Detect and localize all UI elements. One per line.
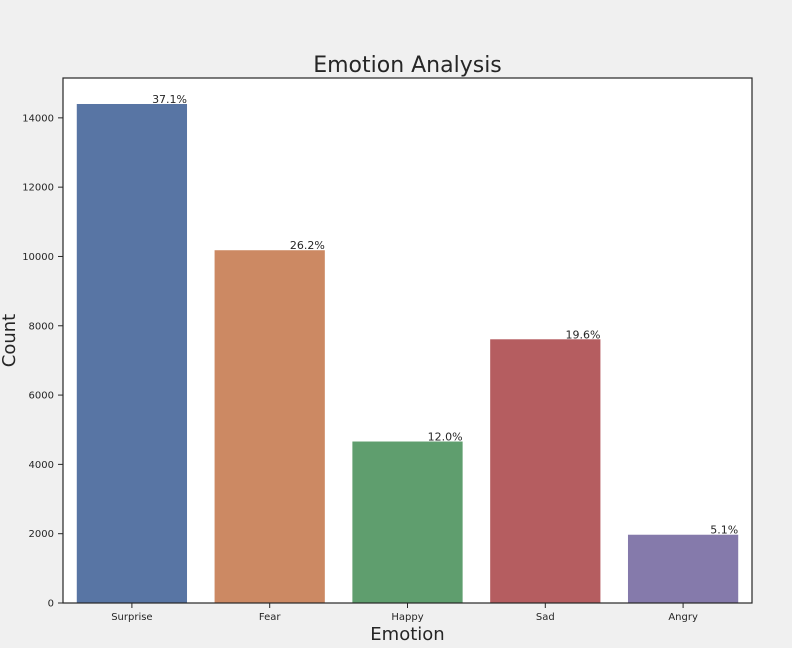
plot-frame <box>62 77 753 604</box>
bars-layer <box>76 103 739 603</box>
y-tick-label-4000: 4000 <box>29 460 54 471</box>
y-tick-label-10000: 10000 <box>22 252 54 263</box>
chart-title: Emotion Analysis <box>313 53 502 78</box>
percent-label-fear: 26.2% <box>290 239 325 252</box>
bar-fear <box>214 250 325 603</box>
x-tick-label-angry: Angry <box>668 612 698 623</box>
y-axis-label: Count <box>0 314 20 367</box>
y-tick-label-8000: 8000 <box>29 321 54 332</box>
x-tick-label-sad: Sad <box>536 612 555 623</box>
y-tick-label-12000: 12000 <box>22 183 54 194</box>
y-tick-label-0: 0 <box>48 599 54 610</box>
percent-label-angry: 5.1% <box>710 524 738 537</box>
x-axis-label: Emotion <box>370 624 444 645</box>
percent-label-happy: 12.0% <box>428 431 463 444</box>
y-tick-label-6000: 6000 <box>29 391 54 402</box>
bar-sad <box>490 339 601 603</box>
x-tick-label-happy: Happy <box>391 612 423 623</box>
bar-happy <box>352 441 463 603</box>
y-tick-label-2000: 2000 <box>29 529 54 540</box>
percent-label-surprise: 37.1% <box>152 93 187 106</box>
y-axis-ticks: 0 2000 4000 6000 8000 10000 12000 14000 <box>22 113 63 610</box>
percent-labels-layer: 37.1% 26.2% 12.0% 19.6% 5.1% <box>152 93 738 537</box>
x-tick-label-surprise: Surprise <box>111 612 152 623</box>
y-tick-label-14000: 14000 <box>22 113 54 124</box>
x-tick-label-fear: Fear <box>259 612 281 623</box>
percent-label-sad: 19.6% <box>565 328 600 341</box>
x-axis-ticks: Surprise Fear Happy Sad Angry <box>111 603 698 623</box>
bar-surprise <box>76 103 188 603</box>
bar-angry <box>627 534 739 603</box>
